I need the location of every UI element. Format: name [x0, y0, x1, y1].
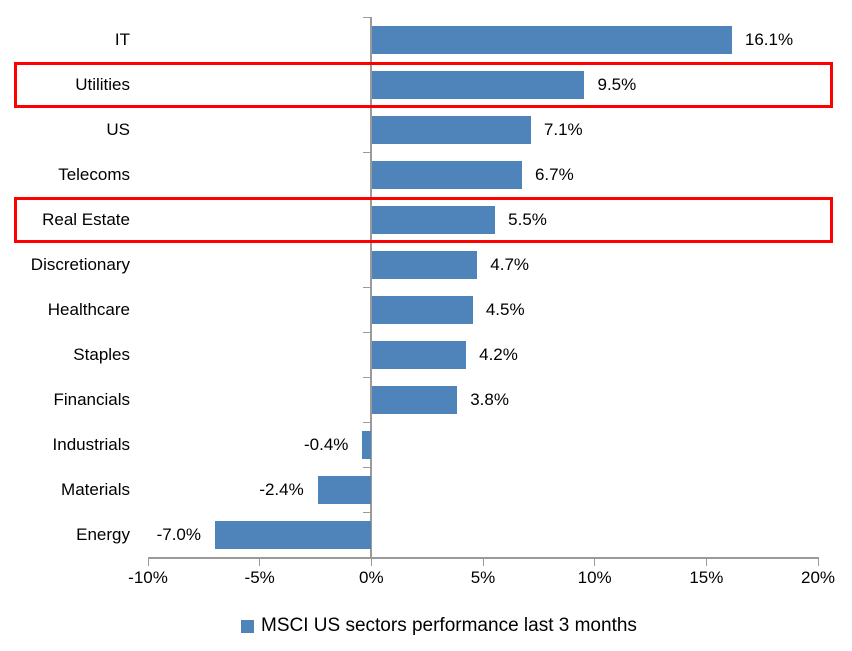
bar-real-estate	[372, 205, 496, 234]
bar-utilities	[372, 70, 585, 99]
x-axis-tick	[147, 557, 149, 566]
bar-financials	[372, 385, 458, 414]
category-label-us: US	[106, 119, 130, 139]
value-label-discretionary: 4.7%	[490, 254, 530, 274]
x-tick-label: 15%	[689, 568, 724, 587]
value-label-healthcare: 4.5%	[485, 299, 525, 319]
value-label-us: 7.1%	[543, 119, 583, 139]
value-label-utilities: 9.5%	[597, 74, 637, 94]
y-axis-tick	[363, 376, 372, 378]
highlight-box-real-estate	[14, 196, 833, 243]
x-tick-label: -5%	[244, 568, 275, 587]
bar-industrials	[362, 430, 372, 459]
bar-materials	[317, 475, 372, 504]
bar-healthcare	[372, 295, 473, 324]
x-axis-tick	[817, 557, 819, 566]
bar-energy	[215, 520, 372, 549]
category-label-materials: Materials	[61, 479, 130, 499]
bar-staples	[372, 340, 467, 369]
bar-telecoms	[372, 160, 522, 189]
highlight-box-utilities	[14, 61, 833, 108]
x-axis-tick	[594, 557, 596, 566]
y-axis-tick	[363, 16, 372, 18]
category-label-financials: Financials	[53, 389, 130, 409]
category-label-energy: Energy	[76, 524, 130, 544]
x-tick-label: 5%	[470, 568, 496, 587]
x-tick-label: 0%	[359, 568, 384, 587]
category-label-healthcare: Healthcare	[47, 299, 130, 319]
x-tick-label: 20%	[800, 568, 836, 587]
value-label-financials: 3.8%	[470, 389, 509, 409]
y-axis-tick	[363, 331, 372, 333]
bar-it	[372, 25, 732, 54]
y-axis-line	[370, 17, 373, 557]
y-axis-tick	[363, 466, 372, 468]
value-label-materials: -2.4%	[259, 479, 304, 499]
value-label-it: 16.1%	[744, 29, 794, 49]
x-tick-label: 10%	[577, 568, 612, 587]
value-label-staples: 4.2%	[479, 344, 518, 364]
y-axis-tick	[363, 421, 372, 423]
category-label-real-estate: Real Estate	[42, 209, 130, 229]
bar-us	[372, 115, 531, 144]
category-label-it: IT	[114, 29, 130, 49]
y-axis-tick	[363, 511, 372, 513]
legend-marker-icon	[241, 619, 254, 633]
value-label-energy: -7.0%	[156, 524, 201, 544]
value-label-telecoms: 6.7%	[534, 164, 574, 184]
category-label-industrials: Industrials	[52, 434, 130, 454]
value-label-real-estate: 5.5%	[508, 209, 547, 229]
x-axis-tick	[705, 557, 707, 566]
bar-discretionary	[372, 250, 478, 279]
category-label-telecoms: Telecoms	[58, 164, 130, 184]
category-label-staples: Staples	[73, 344, 130, 364]
value-label-industrials: -0.4%	[303, 434, 349, 454]
x-axis-tick	[259, 557, 261, 566]
y-axis-tick	[363, 286, 372, 288]
x-axis-line	[148, 557, 819, 559]
legend: MSCI US sectors performance last 3 month…	[241, 615, 637, 637]
y-axis-tick	[363, 151, 372, 153]
x-axis-tick	[482, 557, 484, 566]
x-tick-label: -10%	[128, 568, 168, 587]
category-label-utilities: Utilities	[75, 74, 130, 94]
legend-label: MSCI US sectors performance last 3 month…	[261, 615, 637, 636]
x-axis-tick	[370, 557, 372, 566]
category-label-discretionary: Discretionary	[30, 254, 130, 274]
